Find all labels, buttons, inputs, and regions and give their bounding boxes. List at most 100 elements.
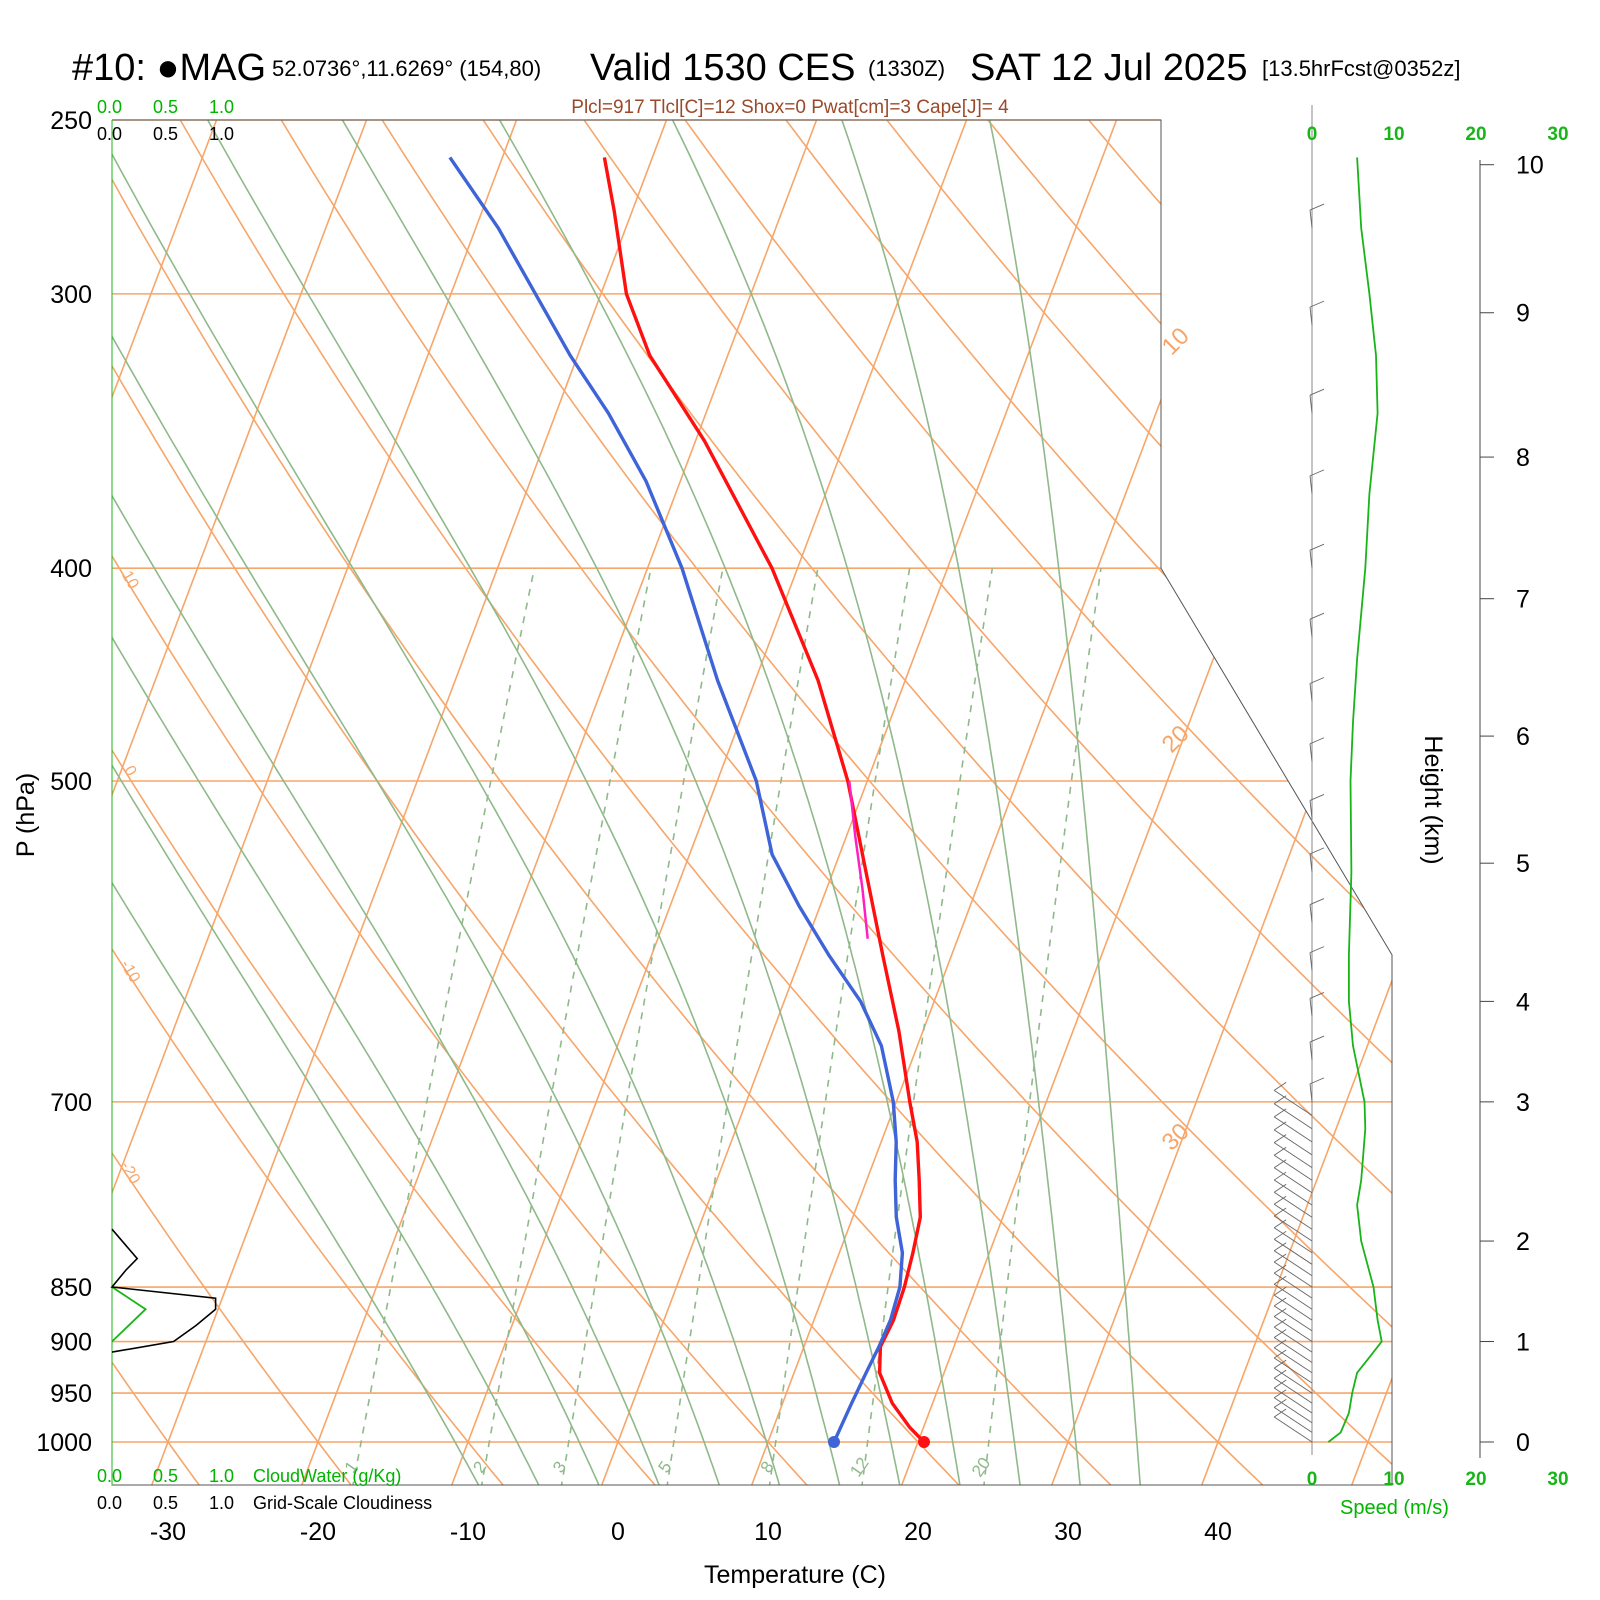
- dry-adiabat-line: [1455, 81, 1600, 1488]
- wind-barb: [1273, 1272, 1313, 1299]
- cloudiness-profile: [110, 1228, 217, 1353]
- dry-adiabat-line: [112, 120, 1115, 1485]
- wind-speed-profile: [1327, 157, 1383, 1443]
- dry-adiabat-line: [1055, 120, 1392, 1485]
- wind-speed-tick: 0: [1307, 1469, 1318, 1490]
- mixing-ratio-line: [860, 568, 994, 1485]
- wind-barb: [1273, 1154, 1313, 1181]
- isotherm-line: [112, 120, 382, 1485]
- wind-barb: [1309, 952, 1313, 971]
- height-tick: 9: [1516, 300, 1530, 328]
- wind-barb: [1273, 1090, 1313, 1116]
- dry-adiabat-line: [457, 120, 1392, 1485]
- wind-barb-flag: [1273, 1230, 1287, 1240]
- pressure-tick-labels: 250 300 400 500 700 850 900 950 1000: [36, 107, 92, 1457]
- isotherm-line: [749, 120, 1282, 1485]
- temperature-tick-labels: -30 -20 -10 0 10 20 30 40: [150, 1518, 1232, 1546]
- wind-barb-flag: [1309, 677, 1325, 684]
- cloud-water-ticks-bottom: 0.0 0.5 1.0 CloudWater (g/Kg): [97, 1466, 401, 1486]
- temperature-axis-label: Temperature (C): [704, 1561, 886, 1589]
- height-tick: 2: [1516, 1228, 1530, 1256]
- cloudiness-tick: 1.0: [209, 1493, 234, 1513]
- wind-barb-flag: [1273, 1121, 1287, 1131]
- wind-barb: [1273, 1167, 1313, 1194]
- pressure-axis-label: P (hPa): [12, 773, 40, 857]
- wind-barb-flag: [1309, 203, 1325, 211]
- wind-barb-flag: [1273, 1082, 1287, 1091]
- pressure-tick: 250: [50, 107, 92, 135]
- moist-adiabat-lines: [112, 120, 1142, 1485]
- wind-barb-flag: [1309, 1035, 1325, 1043]
- wind-barb: [1273, 1116, 1313, 1143]
- wind-barb-flag: [1273, 1207, 1287, 1217]
- wind-barb-flag: [1309, 388, 1325, 396]
- wind-barb-flag: [1273, 1369, 1287, 1379]
- wind-speed-tick: 30: [1547, 124, 1568, 145]
- isotherm-line: [112, 120, 532, 1485]
- isotherm-label: 20: [1157, 720, 1195, 758]
- valid-date: SAT 12 Jul 2025: [970, 47, 1247, 89]
- cloud-water-profile: [111, 1286, 148, 1343]
- pressure-tick: 1000: [36, 1429, 92, 1457]
- parcel-line: [848, 780, 869, 939]
- wind-barb: [1273, 1387, 1313, 1414]
- wind-barb: [1273, 1250, 1313, 1277]
- pressure-tick: 400: [50, 555, 92, 583]
- wind-barb: [1309, 998, 1313, 1017]
- height-tick: 7: [1516, 586, 1530, 614]
- wind-barb: [1273, 1238, 1313, 1265]
- wind-barb: [1273, 1129, 1313, 1156]
- height-tick: 6: [1516, 723, 1530, 751]
- wind-barb-flag: [1273, 1349, 1287, 1359]
- cloud-water-tick: 0.5: [153, 1466, 178, 1486]
- wind-barb: [1273, 1294, 1313, 1321]
- mixing-ratio-line: [480, 568, 652, 1485]
- wind-barb: [1309, 1042, 1313, 1061]
- pressure-tick: 500: [50, 768, 92, 796]
- wind-barb: [1309, 1083, 1313, 1102]
- wind-barb: [1273, 1261, 1313, 1288]
- cloud-water-tick: 0.0: [97, 1466, 122, 1486]
- moist-adiabat-line: [652, 120, 1022, 1485]
- isotherm-line: [1049, 120, 1392, 1485]
- pressure-tick: 850: [50, 1274, 92, 1302]
- wind-barb: [1273, 1367, 1313, 1394]
- wind-barb: [1273, 1377, 1313, 1404]
- wind-barb: [1273, 1416, 1313, 1443]
- wind-barb-flag: [1273, 1359, 1287, 1369]
- wind-barb-flag: [1273, 1329, 1287, 1338]
- isotherm-line: [1349, 120, 1392, 1485]
- temperature-tick: -20: [300, 1518, 336, 1546]
- moist-adiabat-line: [112, 120, 722, 1485]
- wind-barb: [1273, 1215, 1313, 1242]
- mixing-ratio-label: 5: [654, 1458, 675, 1477]
- wind-barb-flag: [1273, 1286, 1287, 1296]
- wind-barb: [1309, 395, 1313, 414]
- wind-barb: [1273, 1227, 1313, 1254]
- wind-barb: [1309, 853, 1313, 872]
- temperature-tick: -10: [450, 1518, 486, 1546]
- wind-barb-flag: [1273, 1339, 1287, 1349]
- cloud-water-label: CloudWater (g/Kg): [253, 1466, 401, 1486]
- mixing-ratio-label: 3: [549, 1458, 570, 1477]
- dry-adiabat-label: -20: [117, 1159, 143, 1188]
- wind-barb: [1273, 1316, 1313, 1342]
- dry-adiabat-line: [112, 120, 507, 1485]
- wind-barb: [1309, 307, 1313, 326]
- isotherm-line: [112, 120, 232, 1485]
- dry-adiabat-line: [112, 120, 811, 1485]
- cloud-water-tick: 0.5: [153, 97, 178, 117]
- temperature-tick: 0: [611, 1518, 625, 1546]
- mixing-ratio-line: [351, 568, 536, 1485]
- wind-speed-tick: 20: [1465, 124, 1486, 145]
- moist-adiabat-line: [476, 120, 962, 1485]
- mixing-ratio-line: [665, 568, 819, 1485]
- cloud-water-tick: 1.0: [209, 1466, 234, 1486]
- valid-time: Valid 1530 CES: [590, 47, 855, 89]
- wind-barb: [1273, 1191, 1313, 1218]
- cloudiness-tick: 0.0: [97, 124, 122, 144]
- wind-barb: [1273, 1337, 1313, 1363]
- wind-speed-tick: 10: [1383, 124, 1404, 145]
- dewpoint-line: [448, 156, 905, 1443]
